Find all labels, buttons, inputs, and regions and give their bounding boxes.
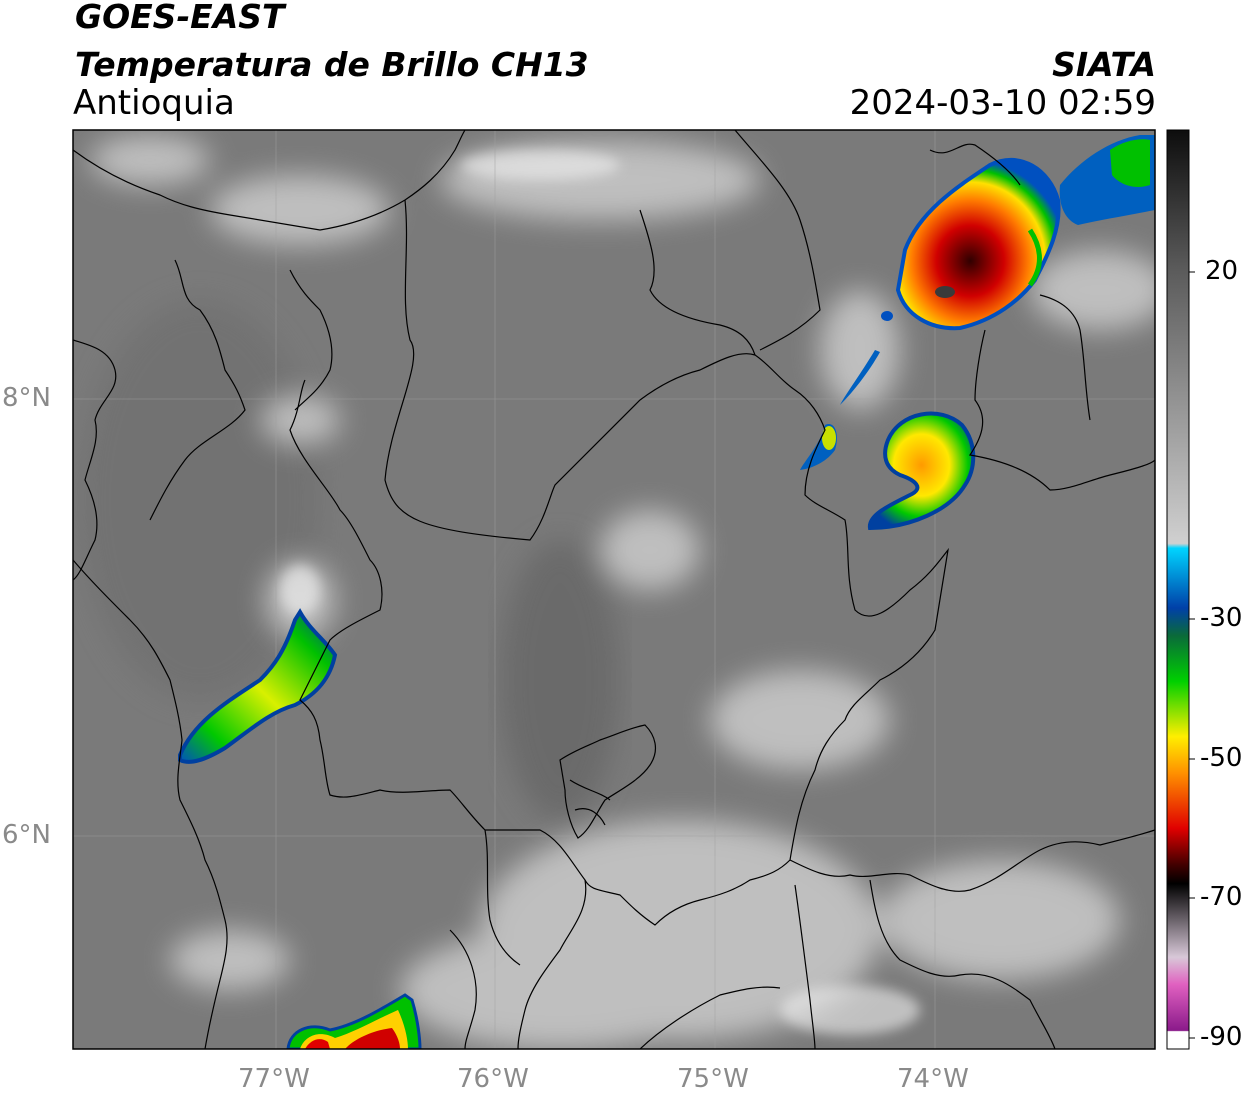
agency-label: SIATA [1052,45,1156,84]
lon-tick-76w: 76°W [457,1064,529,1094]
lat-tick-8n: 8°N [2,383,51,413]
colorbar-tick-minus50: -50 [1200,743,1243,773]
lat-tick-6n: 6°N [2,820,51,850]
storm-cell-east [867,411,976,531]
lon-tick-75w: 75°W [677,1064,749,1094]
storm-band-east [800,350,880,470]
political-borders [73,130,1155,1049]
colorbar-tick-minus70: -70 [1200,882,1243,912]
colorbar-tick-minus90: -90 [1200,1022,1243,1052]
lon-tick-77w: 77°W [238,1064,310,1094]
colorbar-ticks [1189,271,1195,1039]
cloud-cover [90,135,1155,1049]
cloud-cover-bright [280,150,920,1035]
product-title: Temperatura de Brillo CH13 [75,45,589,84]
colorbar [1166,129,1190,1050]
lon-tick-74w: 74°W [897,1064,969,1094]
colorbar-tick-20: 20 [1205,256,1239,286]
storm-cell-west [178,608,338,764]
satellite-title: GOES-EAST [75,0,285,36]
colorbar-tick-minus30: -30 [1200,603,1243,633]
storm-cell-south [286,993,422,1049]
map-frame [72,129,1156,1050]
region-label: Antioquia [73,83,235,123]
storm-cell-northeast [881,135,1155,331]
timestamp-label: 2024-03-10 02:59 [849,83,1156,123]
